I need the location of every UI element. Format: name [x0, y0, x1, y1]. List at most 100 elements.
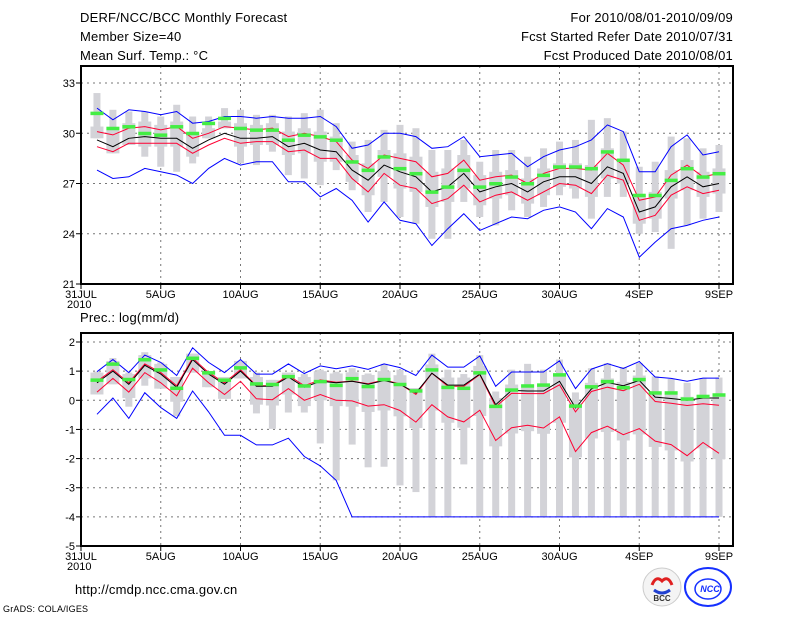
observation-marker [154, 368, 168, 372]
observation-marker [616, 385, 630, 390]
range-bar [603, 363, 611, 517]
quartile-box [584, 382, 598, 439]
range-bar [540, 369, 548, 517]
observation-marker [473, 371, 487, 375]
y-tick-label: 0 [69, 395, 75, 407]
range-bar [508, 369, 516, 517]
y-tick-label: -2 [65, 454, 75, 466]
observation-marker [425, 190, 439, 194]
observation-marker [680, 166, 694, 171]
website-url[interactable]: http://cmdp.ncc.cma.gov.cn [75, 582, 238, 597]
x-tick-label: 10AUG [222, 289, 258, 301]
quartile-box [106, 360, 120, 385]
quartile-box [632, 195, 646, 224]
observation-marker [664, 178, 678, 183]
y-tick-label: 33 [63, 78, 75, 90]
observation-marker [441, 385, 455, 390]
quartile-box [616, 381, 630, 441]
range-bar [492, 391, 500, 517]
observation-marker [441, 185, 455, 189]
observation-marker [345, 376, 359, 381]
forecast-period: For 2010/08/01-2010/09/09 [570, 10, 733, 25]
forecast-produced-date: Fcst Produced Date 2010/08/01 [543, 48, 733, 63]
quartile-box [106, 129, 120, 154]
observation-marker [632, 193, 646, 198]
observation-marker [648, 193, 662, 198]
observation-marker [265, 128, 279, 132]
observation-marker [377, 155, 391, 159]
quartile-box [553, 376, 566, 423]
spread-lower-line [96, 367, 720, 457]
x-year-label: 2010 [67, 561, 91, 573]
observation-marker [122, 377, 136, 382]
observation-marker [122, 125, 136, 129]
plot-precipitation: -5 -4 -3 -2 -1 0 1 2 31JUL 5AUG 10AUG 15AUG 20AUG 25A… [65, 332, 734, 573]
range-bar [364, 373, 372, 468]
observation-marker [600, 150, 614, 154]
y-tick-label: -5 [65, 541, 75, 553]
x-tick-label: 9SEP [705, 551, 733, 563]
quartile-box [473, 365, 487, 417]
observation-marker [138, 131, 152, 136]
quartile-box [600, 378, 614, 433]
x-tick-label: 4SEP [625, 289, 653, 301]
spread-upper-line [96, 126, 720, 201]
y-tick-label: 1 [69, 366, 75, 378]
observation-marker [90, 378, 104, 382]
observation-marker [489, 182, 503, 186]
ensemble-max-line [96, 347, 719, 390]
grads-credit: GrADS: COLA/IGES [3, 604, 89, 614]
quartile-box [218, 121, 232, 129]
observation-marker [361, 384, 375, 389]
observation-marker [90, 111, 104, 116]
x-tick-label: 20AUG [382, 551, 418, 563]
observation-marker [361, 168, 375, 173]
ensemble-max-line [96, 107, 720, 173]
range-bar [396, 369, 404, 486]
observation-marker [313, 379, 327, 384]
variable-label: Mean Surf. Temp.: °C [80, 48, 209, 63]
precip-label: Prec.: log(mm/d) [80, 310, 180, 325]
observation-marker [329, 383, 343, 388]
range-bar [556, 359, 563, 517]
x-tick-label: 5AUG [146, 289, 176, 301]
observation-marker [584, 166, 598, 171]
observation-marker [138, 357, 152, 362]
range-bar [524, 363, 532, 517]
y-tick-label: -3 [65, 483, 75, 495]
observation-marker [553, 373, 566, 377]
observation-marker [696, 394, 710, 399]
quartile-box [329, 373, 343, 407]
observation-marker [457, 386, 471, 391]
quartile-box [297, 376, 311, 407]
plot-temperature: 21 24 27 30 33 31JUL 5AUG 10AUG 15AUG 20AUG 25AUG 3… [63, 65, 734, 311]
observation-marker [537, 383, 551, 387]
range-bar [412, 388, 420, 493]
ensemble-min-line [96, 390, 719, 518]
quartile-box [648, 392, 662, 447]
observation-marker [505, 175, 519, 179]
observation-marker [425, 368, 439, 372]
observation-marker [218, 116, 232, 121]
quartile-box [696, 395, 710, 449]
range-bar [93, 93, 101, 139]
range-bar [587, 368, 595, 517]
observation-marker [281, 374, 295, 379]
range-bar [316, 369, 324, 444]
quartile-box [664, 394, 678, 451]
range-bar [635, 363, 643, 517]
x-tick-label: 15AUG [302, 289, 338, 301]
observation-marker [616, 158, 630, 163]
quartile-box [393, 153, 407, 189]
quartile-box [90, 126, 104, 139]
quartile-box [616, 160, 630, 184]
observation-marker [537, 173, 551, 178]
observation-marker [249, 128, 263, 132]
x-tick-label: 30AUG [541, 551, 577, 563]
x-tick-label: 10AUG [222, 551, 258, 563]
forecast-start-date: Fcst Started Refer Date 2010/07/31 [520, 29, 733, 44]
x-year-label: 2010 [67, 299, 91, 311]
observation-marker [553, 165, 566, 169]
quartile-box [441, 168, 455, 202]
